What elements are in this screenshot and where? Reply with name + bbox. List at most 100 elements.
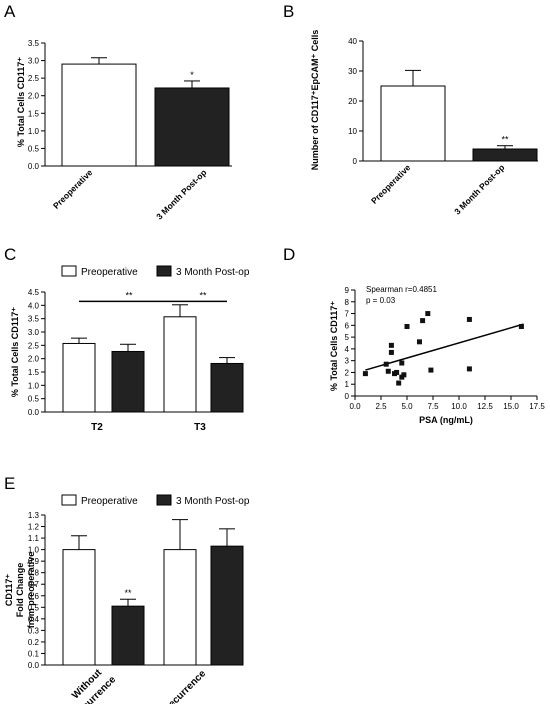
panel-letter-a: A bbox=[4, 2, 16, 21]
panel-d-x-tick-label: 15.0 bbox=[503, 402, 519, 411]
panel-e-y-tick-label: 1.0 bbox=[28, 546, 40, 555]
panel-e-y-tick-label: 1.1 bbox=[28, 534, 40, 543]
panel-c-significance: ** bbox=[125, 290, 133, 300]
panel-c-y-tick-label: 1.5 bbox=[28, 368, 40, 377]
legend-swatch-preoperative bbox=[61, 265, 77, 277]
panel-c-bar bbox=[210, 362, 244, 413]
panel-e-y-tick-label: 0.7 bbox=[28, 580, 40, 589]
legend-swatch-post-op bbox=[156, 265, 172, 277]
panel-e-bar bbox=[111, 605, 145, 666]
panel-b-y-tick-label: 20 bbox=[348, 97, 357, 106]
panel-d-point bbox=[399, 360, 405, 366]
panel-c-y-tick-label: 0.5 bbox=[28, 395, 40, 404]
panel-a-y-tick-label: 2.0 bbox=[28, 92, 40, 101]
panel-a-y-tick-label: 3.5 bbox=[28, 39, 40, 48]
panel-e-bar bbox=[163, 549, 197, 666]
legend-label-post-op: 3 Month Post-op bbox=[176, 496, 250, 507]
panel-b-y-tick-label: 0 bbox=[353, 157, 358, 166]
legend-swatch-post-op bbox=[156, 494, 172, 506]
legend-label-preoperative: Preoperative bbox=[81, 267, 138, 278]
panel-e-ylabel-line1: CD117⁺ bbox=[4, 574, 14, 607]
panel-c-bar bbox=[111, 350, 145, 413]
panel-e-y-tick-label: 0.1 bbox=[28, 649, 40, 658]
panel-e-y-tick-label: 1.3 bbox=[28, 511, 40, 520]
panel-letter-b: B bbox=[283, 2, 294, 21]
panel-d-y-tick-label: 5 bbox=[345, 333, 350, 342]
panel-d-x-tick-label: 12.5 bbox=[477, 402, 493, 411]
panel-a-y-tick-label: 3.0 bbox=[28, 57, 40, 66]
panel-a-ylabel: % Total Cells CD117⁺ bbox=[16, 57, 26, 147]
panel-d-y-tick-label: 9 bbox=[345, 286, 350, 295]
panel-letter-e: E bbox=[4, 474, 15, 493]
panel-a-y-tick-label: 1.0 bbox=[28, 127, 40, 136]
panel-d-point bbox=[401, 372, 407, 378]
panel-e-significance: ** bbox=[124, 588, 132, 598]
panel-d-x-tick-label: 17.5 bbox=[529, 402, 545, 411]
panel-c-y-tick-label: 2.5 bbox=[28, 341, 40, 350]
panel-a-y-tick-label: 0.0 bbox=[28, 162, 40, 171]
panel-d-spearman: Spearman r=0.4851 bbox=[366, 285, 437, 294]
panel-e-y-tick-label: 0.3 bbox=[28, 626, 40, 635]
panel-b-bar bbox=[472, 148, 538, 162]
panel-e-ylabel-line3: from preoperative bbox=[26, 552, 36, 629]
panel-e-category-recurrence: Recurrence bbox=[161, 668, 208, 704]
panel-c-category-t2: T2 bbox=[91, 422, 103, 433]
panel-c-bar bbox=[163, 316, 197, 413]
panel-d-x-tick-label: 2.5 bbox=[375, 402, 387, 411]
panel-a-bar bbox=[154, 87, 230, 167]
panel-d-point bbox=[388, 349, 394, 355]
panel-d-point bbox=[362, 371, 368, 377]
panel-c-y-tick-label: 4.0 bbox=[28, 301, 40, 310]
panel-b-bar bbox=[380, 85, 446, 162]
panel-d-point bbox=[383, 361, 389, 367]
legend-label-preoperative: Preoperative bbox=[81, 496, 138, 507]
panel-b-category-post: 3 Month Post-op bbox=[452, 162, 506, 216]
panel-e-y-tick-label: 0.4 bbox=[28, 615, 40, 624]
panel-b-y-tick-label: 10 bbox=[348, 127, 357, 136]
panel-d-y-tick-label: 6 bbox=[345, 321, 350, 330]
panel-e-y-tick-label: 0.2 bbox=[28, 638, 40, 647]
legend-label-post-op: 3 Month Post-op bbox=[176, 267, 250, 278]
panel-d-point bbox=[385, 368, 391, 374]
panel-a-category-post: 3 Month Post-op bbox=[154, 167, 208, 221]
panel-a-chart: % Total Cells CD117⁺ Preoperative 3 Mont… bbox=[16, 39, 232, 221]
panel-d-point bbox=[416, 339, 422, 345]
panel-d-y-tick-label: 0 bbox=[345, 392, 350, 401]
panel-e-y-tick-label: 0.9 bbox=[28, 557, 40, 566]
panel-c-y-tick-label: 0.0 bbox=[28, 408, 40, 417]
panel-d-y-tick-label: 8 bbox=[345, 298, 350, 307]
panel-d-point bbox=[518, 324, 524, 330]
panel-e-bar bbox=[210, 545, 244, 666]
panel-e-chart: Preoperative 3 Month Post-op CD117⁺ Fold… bbox=[4, 494, 250, 704]
panel-letter-d: D bbox=[283, 245, 295, 264]
panel-e-y-tick-label: 0.8 bbox=[28, 569, 40, 578]
panel-d-point bbox=[425, 311, 431, 317]
panel-e-y-tick-label: 0.5 bbox=[28, 603, 40, 612]
legend-swatch-preoperative bbox=[61, 494, 77, 506]
panel-d-ylabel: % Total Cells CD117⁺ bbox=[329, 301, 339, 391]
panel-d-point bbox=[420, 318, 426, 324]
panel-c-bar bbox=[62, 342, 96, 413]
panel-e-y-tick-label: 0.6 bbox=[28, 592, 40, 601]
panel-c-y-tick-label: 2.0 bbox=[28, 355, 40, 364]
panel-c-chart: Preoperative 3 Month Post-op % Total Cel… bbox=[10, 265, 250, 433]
panel-a-bar bbox=[61, 63, 137, 167]
panel-e-y-tick-label: 1.2 bbox=[28, 523, 40, 532]
panel-letter-c: C bbox=[4, 245, 16, 264]
panel-e-bar bbox=[62, 549, 96, 666]
panel-a-y-tick-label: 1.5 bbox=[28, 109, 40, 118]
panel-d-y-tick-label: 1 bbox=[345, 380, 350, 389]
panel-b-category-pre: Preoperative bbox=[369, 162, 413, 206]
panel-d-x-tick-label: 10.0 bbox=[451, 402, 467, 411]
panel-c-category-t3: T3 bbox=[194, 422, 206, 433]
panel-a-significance: * bbox=[190, 70, 194, 80]
panel-a-y-tick-label: 2.5 bbox=[28, 74, 40, 83]
panel-d-x-tick-label: 7.5 bbox=[427, 402, 439, 411]
panel-c-y-tick-label: 4.5 bbox=[28, 288, 40, 297]
panel-d-point bbox=[404, 324, 410, 330]
panel-b-y-tick-label: 40 bbox=[348, 37, 357, 46]
panel-d-y-tick-label: 4 bbox=[345, 345, 350, 354]
panel-d-point bbox=[466, 366, 472, 372]
panel-d-xlabel: PSA (ng/mL) bbox=[419, 415, 473, 425]
